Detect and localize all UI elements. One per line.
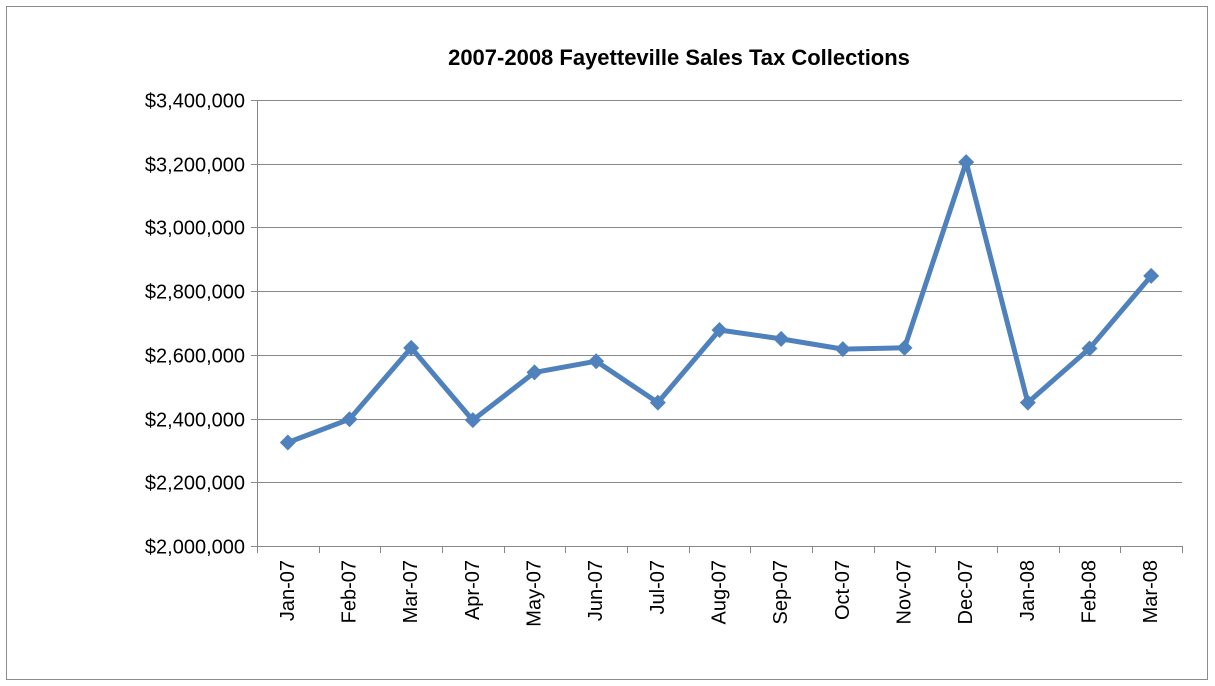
y-tick-label: $2,000,000 [145,537,245,559]
series-line [285,159,1154,445]
data-point-marker [711,322,728,339]
x-tick-label: Mar-07 [400,560,422,623]
chart-area: 2007-2008 Fayetteville Sales Tax Collect… [6,6,1208,680]
x-tick-label: Jun-07 [585,560,607,621]
x-tick-label: Feb-08 [1079,560,1101,623]
x-tick-label: Sep-07 [770,560,792,625]
gridlines [251,100,1182,547]
x-tick-label: Aug-07 [709,560,731,625]
x-tick-label: Feb-07 [339,560,361,623]
data-point-marker [958,154,975,171]
data-point-marker [526,364,543,381]
data-point-marker [773,330,790,347]
data-series [279,154,1160,451]
data-point-marker [464,412,481,429]
x-tick-label: Oct-07 [832,560,854,620]
x-tick-label: Mar-08 [1140,560,1162,623]
x-tick-label: Jan-07 [277,560,299,621]
x-tick-label: Apr-07 [462,560,484,620]
data-point-marker [1081,340,1098,357]
line-chart: 2007-2008 Fayetteville Sales Tax Collect… [145,45,1183,627]
y-tick-label: $3,400,000 [145,91,245,113]
data-point-marker [279,434,296,451]
x-tick-label: Jan-08 [1017,560,1039,621]
x-tick-label: Jul-07 [647,560,669,614]
y-tick-label: $3,200,000 [145,155,245,177]
data-point-marker [588,353,605,370]
data-point-marker [834,341,851,358]
data-point-marker [1143,267,1160,284]
x-axis [257,100,1183,553]
data-point-marker [896,339,913,356]
data-point-marker [403,339,420,356]
data-point-marker [1019,394,1036,411]
x-axis-tick-labels: Jan-07 Feb-07 Mar-07 Apr-07 May-07 Jun-07 Jul-… [277,560,1162,627]
y-tick-label: $3,000,000 [145,218,245,240]
chart-title: 2007-2008 Fayetteville Sales Tax Collect… [448,45,910,70]
y-tick-label: $2,800,000 [145,282,245,304]
x-tick-label: Nov-07 [894,560,916,624]
y-axis-tick-labels: $2,000,000 $2,200,000 $2,400,000 $2,600,000… [145,91,245,559]
y-tick-label: $2,400,000 [145,410,245,432]
y-tick-label: $2,600,000 [145,346,245,368]
y-tick-label: $2,200,000 [145,473,245,495]
data-point-marker [649,394,666,411]
data-point-marker [341,411,358,428]
x-tick-label: Dec-07 [955,560,977,624]
x-tick-label: May-07 [524,560,546,627]
